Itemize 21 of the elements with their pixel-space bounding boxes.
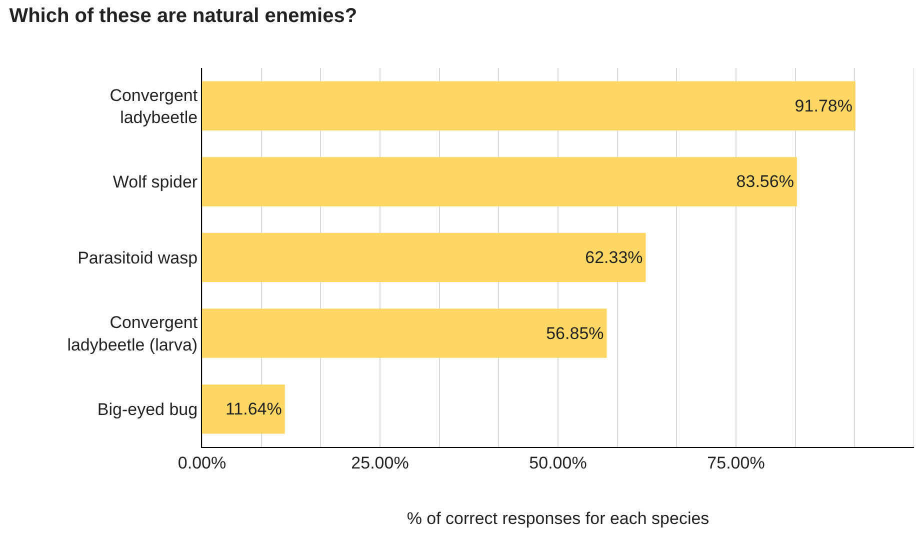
data-label: 11.64% — [225, 400, 282, 419]
y-tick-label: Wolf spider — [112, 172, 198, 192]
bar — [202, 81, 856, 131]
bar — [202, 157, 797, 206]
bar — [202, 232, 646, 282]
bar — [202, 384, 285, 434]
data-label: 91.78% — [794, 96, 852, 116]
data-label: 56.85% — [546, 324, 604, 343]
x-tick-label: 75.00% — [707, 453, 765, 472]
chart-title: Which of these are natural enemies? — [9, 5, 358, 28]
bar — [202, 308, 607, 358]
x-axis-title: % of correct responses for each species — [406, 508, 710, 528]
y-tick-label: Big-eyed bug — [97, 400, 198, 420]
y-tick-label: Convergent ladybeetle — [110, 86, 198, 127]
x-tick-label: 50.00% — [529, 453, 587, 472]
y-tick-label: Parasitoid wasp — [78, 248, 198, 268]
data-label: 62.33% — [585, 248, 643, 268]
x-tick-label: 25.00% — [351, 453, 409, 472]
data-label: 83.56% — [736, 172, 794, 192]
x-tick-label: 0.00% — [178, 453, 226, 472]
y-tick-label: Convergent ladybeetle (larva) — [67, 313, 198, 354]
